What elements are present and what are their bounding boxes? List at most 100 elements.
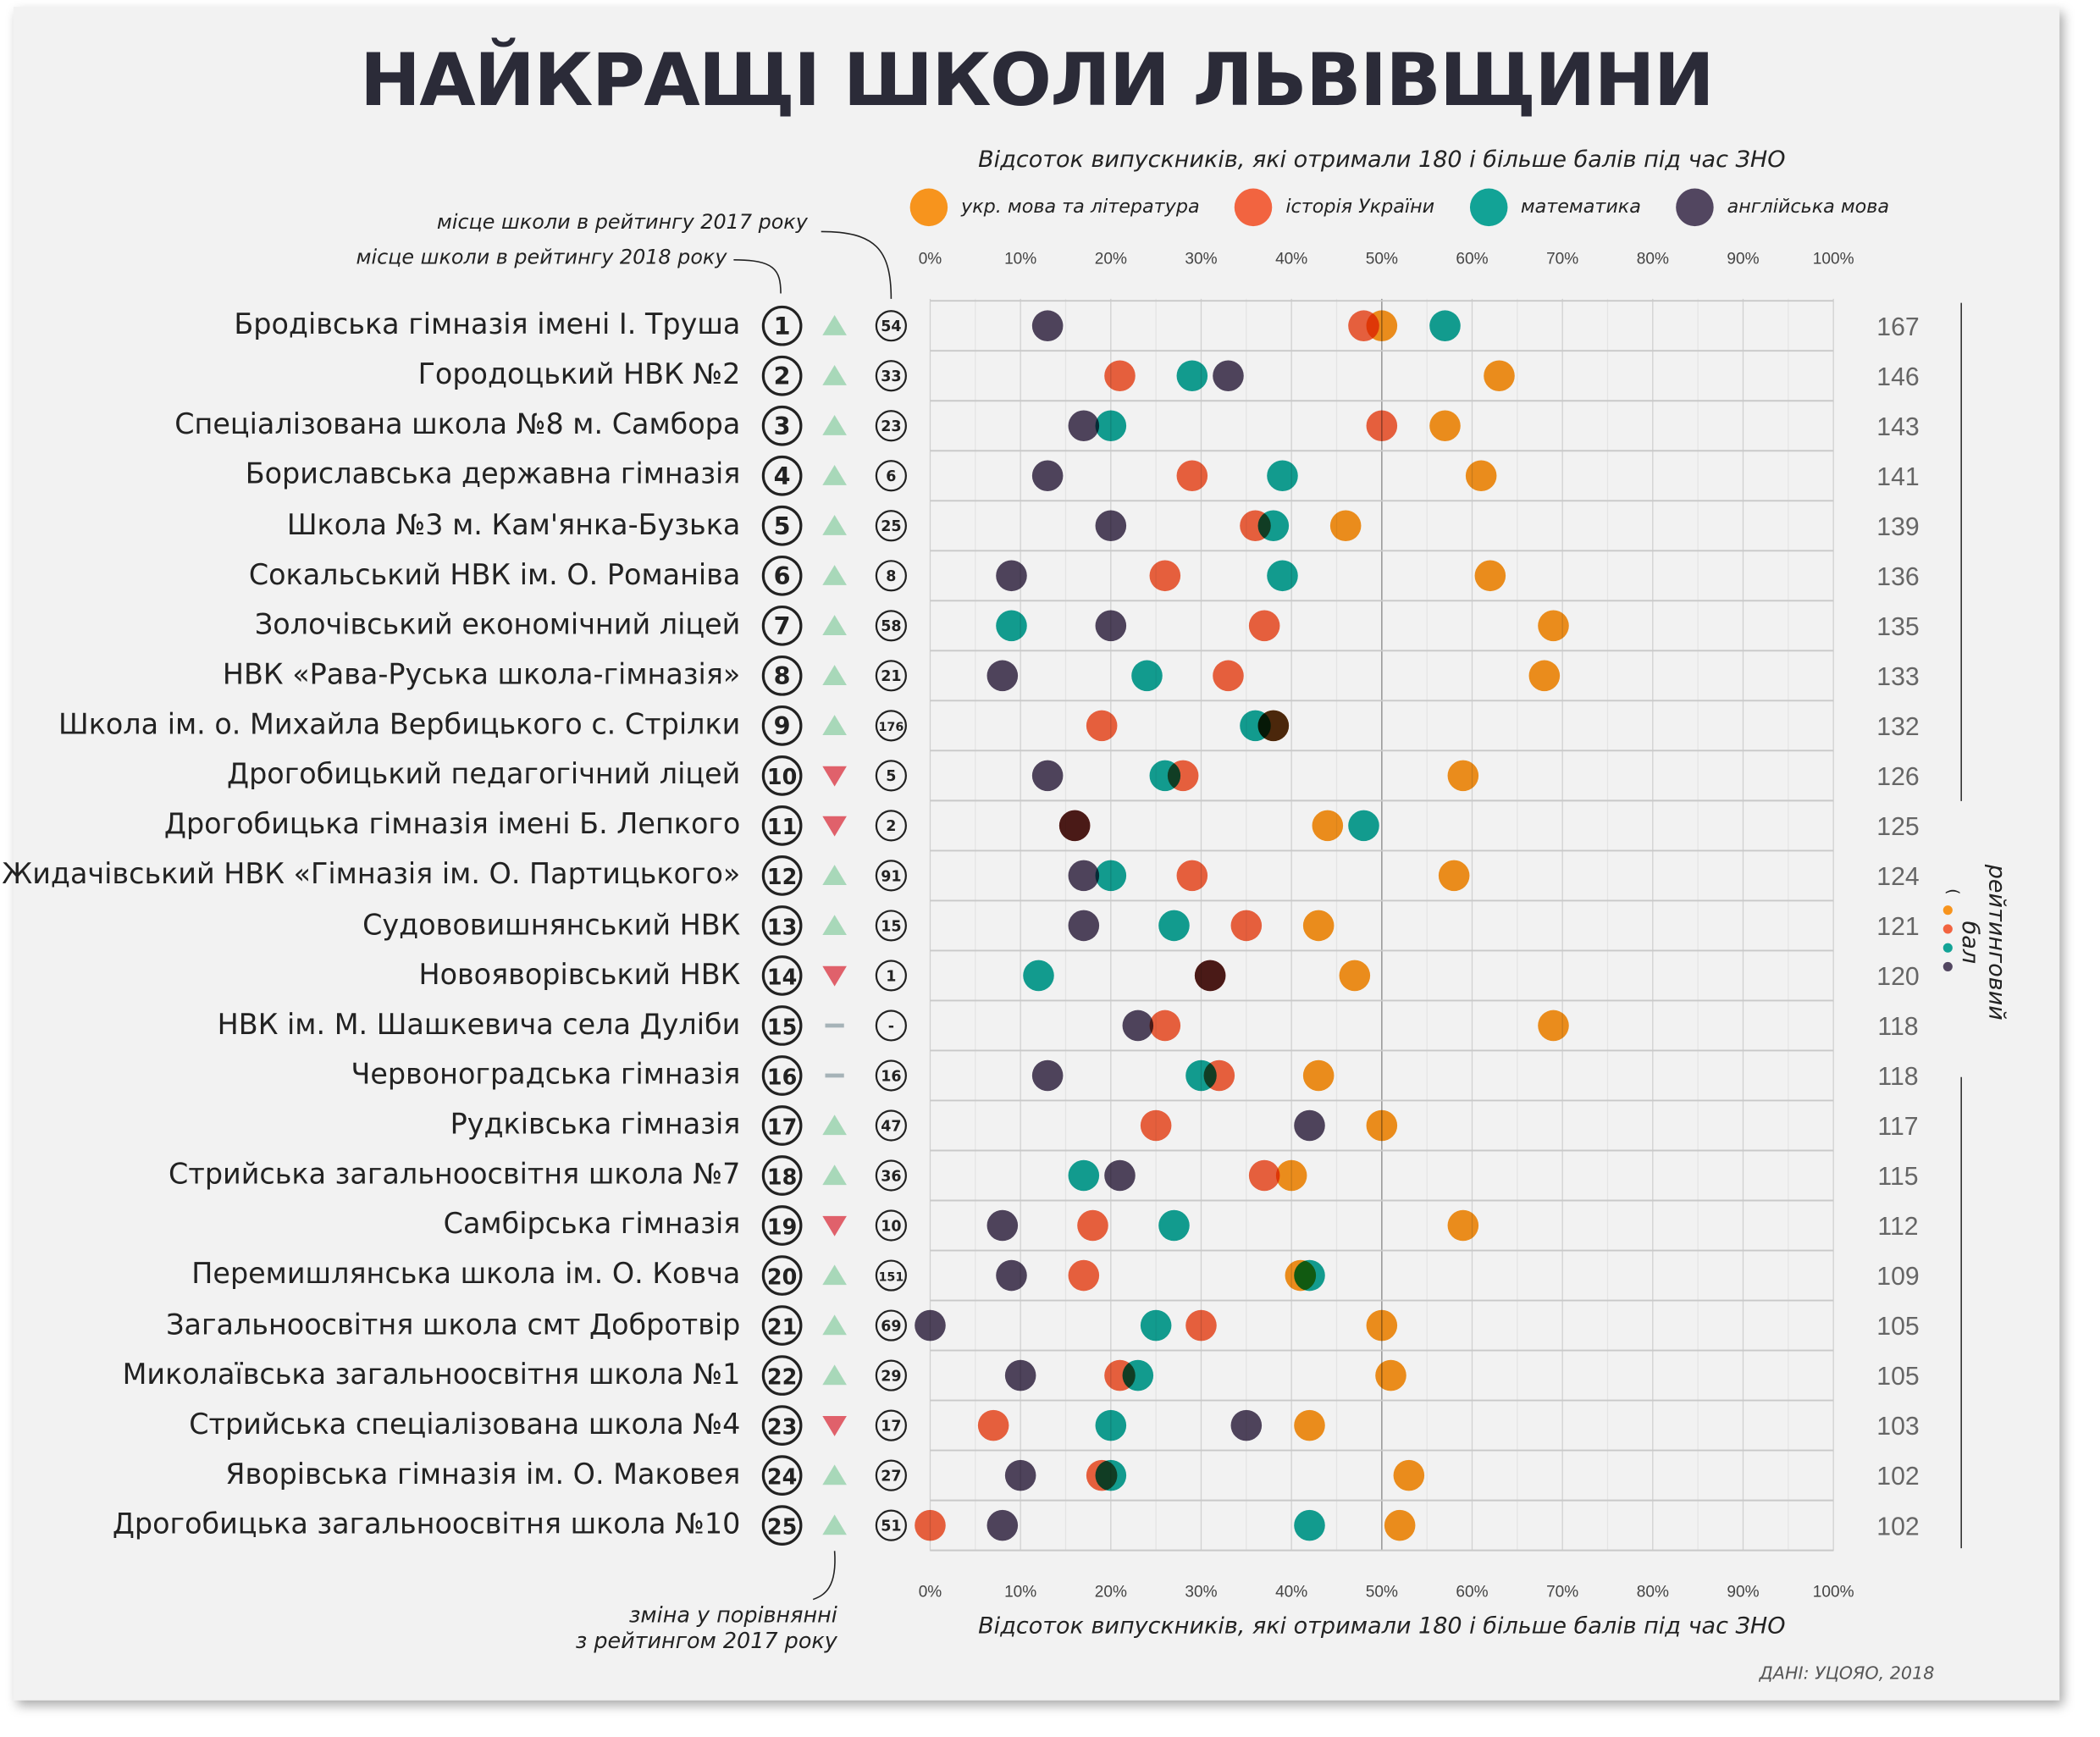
rank-2017-badge — [875, 460, 907, 492]
score-formula-dot — [1942, 924, 1953, 934]
rank-2018-badge — [761, 555, 803, 596]
data-point-hist — [1348, 310, 1379, 341]
rank-2017: 33 — [881, 368, 901, 385]
data-point-hist — [915, 1509, 946, 1541]
annotation-rank2017: місце школи в рейтингу 2017 року — [436, 209, 808, 235]
data-point-math — [996, 610, 1027, 642]
table-row: 5 25 139 — [761, 505, 1920, 546]
rank-2017-badge — [875, 710, 907, 742]
score-value: 105 — [1876, 1313, 1919, 1341]
data-point-math — [1257, 510, 1290, 542]
change-up-icon — [822, 915, 847, 936]
change-up-icon — [822, 1314, 847, 1336]
rank-2017: 47 — [881, 1118, 901, 1135]
table-row: 17 47 117 — [761, 1105, 1919, 1146]
data-point-eng — [1004, 1359, 1036, 1391]
data-point-ukr — [1447, 1209, 1479, 1242]
table-row: 9 176 132 — [761, 705, 1920, 746]
table-row: 19 10 112 — [761, 1205, 1919, 1246]
data-point-math — [1023, 960, 1054, 992]
rank-2017: 5 — [886, 768, 896, 785]
data-point-ukr — [1294, 1409, 1325, 1441]
table-row: 3 23 143 — [761, 405, 1920, 446]
change-up-icon — [822, 365, 847, 385]
school-name: Спеціалізована школа №8 м. Самбора — [174, 408, 741, 441]
data-point-eng — [1004, 1459, 1036, 1491]
rank-2018: 8 — [774, 661, 791, 690]
data-point-ukr — [1528, 660, 1561, 692]
rank-2018-badge — [761, 755, 803, 796]
change-same-icon — [825, 1073, 844, 1078]
x-tick-label-bottom: 0% — [919, 1583, 942, 1601]
data-point-ukr — [1465, 460, 1497, 492]
change-up-icon — [822, 515, 847, 535]
score-value: 115 — [1877, 1163, 1918, 1191]
rank-2017: 2 — [886, 818, 896, 835]
rank-2018: 1 — [774, 312, 791, 340]
data-point-eng — [1095, 610, 1127, 642]
score-value: 146 — [1876, 363, 1919, 391]
school-name: Самбірська гімназія — [443, 1208, 741, 1241]
rank-2017: 151 — [878, 1270, 904, 1284]
rank-2017: 8 — [886, 568, 896, 585]
data-point-ukr — [1302, 1059, 1335, 1092]
rank-2017-badge — [875, 1059, 907, 1092]
rank-2017-badge — [875, 1010, 907, 1042]
school-name: Стрийська загальноосвітня школа №7 — [169, 1158, 741, 1191]
rank-2018: 15 — [767, 1014, 797, 1039]
rank-2017: 10 — [881, 1218, 901, 1235]
x-tick-label-top: 40% — [1275, 251, 1307, 268]
arrow-rank2017 — [821, 230, 892, 299]
data-point-eng — [986, 1209, 1019, 1242]
score-formula-open: ( — [1943, 888, 1962, 894]
rank-2018-badge — [761, 1105, 803, 1146]
rank-2018: 24 — [767, 1463, 797, 1489]
score-value: 118 — [1877, 1013, 1918, 1041]
annotation-change-line1: зміна у порівнянні — [628, 1601, 837, 1628]
rank-2018-badge — [761, 955, 803, 996]
table-row: 16 16 118 — [761, 1055, 1919, 1096]
school-name: Перемишлянська школа ім. О. Ковча — [191, 1258, 741, 1291]
data-point-eng — [996, 1259, 1027, 1292]
school-name: Сокальський НВК ім. О. Романіва — [248, 558, 741, 591]
data-point-hist — [1140, 1109, 1172, 1142]
score-value: 133 — [1876, 663, 1919, 691]
x-tick-label-top: 60% — [1456, 251, 1488, 268]
rank-2018-badge — [761, 855, 803, 896]
rank-2017-badge — [875, 410, 907, 442]
data-point-ukr — [1429, 410, 1461, 442]
school-name: Рудківська гімназія — [450, 1108, 741, 1141]
score-value: 117 — [1877, 1113, 1918, 1141]
change-up-icon — [822, 665, 847, 685]
annotation-rank2018: місце школи в рейтингу 2018 року — [356, 245, 727, 269]
data-point-hist — [1366, 410, 1398, 442]
x-tick-label-bottom: 10% — [1004, 1583, 1036, 1601]
rank-2017: 6 — [886, 468, 896, 485]
score-value: 105 — [1876, 1363, 1919, 1391]
change-up-icon — [822, 1364, 847, 1386]
data-point-hist — [1248, 610, 1280, 642]
score-value: 118 — [1877, 1063, 1918, 1091]
change-same-icon — [825, 1023, 844, 1028]
data-point-math — [1158, 910, 1190, 942]
school-name: Городоцький НВК №2 — [417, 358, 741, 391]
rank-2017: 36 — [881, 1168, 901, 1185]
rank-2017: 29 — [881, 1368, 901, 1385]
data-point-math — [1348, 810, 1379, 842]
rank-2017: 17 — [881, 1418, 901, 1435]
x-tick-label-bottom: 100% — [1813, 1583, 1854, 1601]
page-title: НАЙКРАЩІ ШКОЛИ ЛЬВІВЩИНИ — [359, 37, 1715, 123]
rank-2018: 6 — [774, 561, 791, 590]
x-tick-label-bottom: 20% — [1095, 1583, 1127, 1601]
school-name: Бродівська гімназія імені І. Труша — [234, 308, 741, 341]
rank-2017: - — [888, 1018, 894, 1035]
change-down-icon — [822, 816, 847, 837]
change-up-icon — [822, 565, 847, 585]
rank-2018: 3 — [774, 412, 791, 440]
data-point-math — [1294, 1509, 1325, 1541]
data-point-math — [1095, 1409, 1127, 1441]
change-up-icon — [822, 415, 847, 435]
legend-label-math: математика — [1520, 196, 1641, 219]
rank-2018: 25 — [767, 1513, 797, 1539]
rank-2018: 22 — [767, 1364, 797, 1389]
